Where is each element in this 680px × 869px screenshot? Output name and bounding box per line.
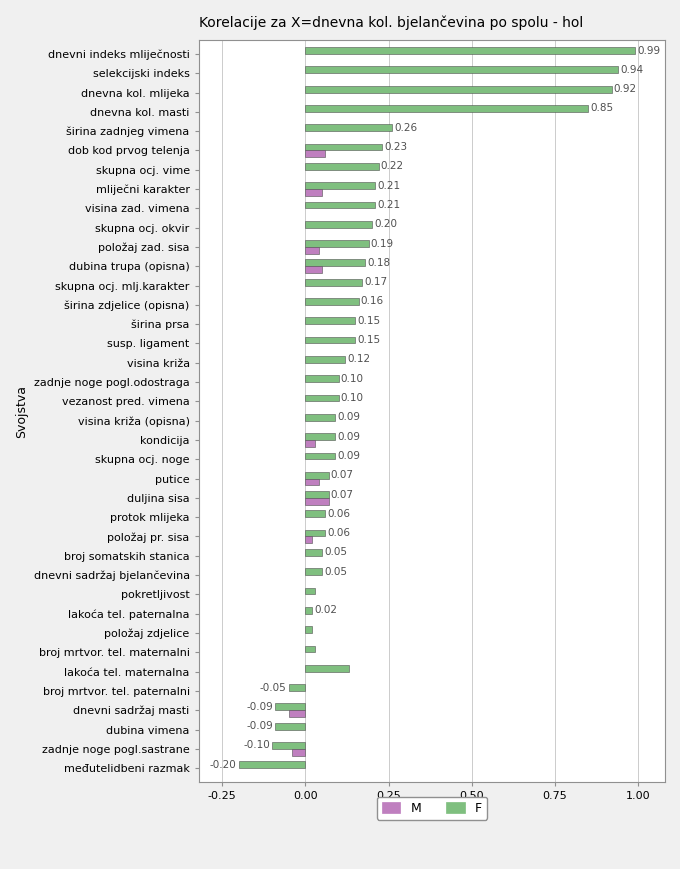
Bar (305, 414, 335, 421)
Text: 0.09: 0.09 (337, 412, 360, 422)
Y-axis label: Svojstva: Svojstva (15, 384, 28, 437)
Text: 0.05: 0.05 (324, 567, 347, 577)
Bar (305, 66, 618, 73)
Bar (305, 587, 316, 594)
Bar (305, 491, 328, 498)
Text: 0.05: 0.05 (324, 547, 347, 557)
Text: 0.12: 0.12 (347, 355, 371, 364)
Bar (305, 356, 345, 362)
Bar (305, 530, 325, 536)
Text: 0.23: 0.23 (384, 142, 407, 152)
Bar (305, 453, 335, 460)
Bar (305, 240, 369, 247)
Text: 0.85: 0.85 (590, 103, 613, 114)
Text: 0.10: 0.10 (341, 374, 364, 384)
Legend: M, F: M, F (377, 797, 487, 819)
Bar (305, 163, 379, 169)
Text: 0.22: 0.22 (381, 162, 404, 171)
Text: 0.26: 0.26 (394, 123, 417, 133)
Bar (305, 150, 325, 157)
Bar (305, 336, 355, 343)
Text: 0.15: 0.15 (357, 335, 380, 345)
Text: 0.06: 0.06 (327, 528, 350, 538)
Text: 0.19: 0.19 (371, 239, 394, 249)
Bar (305, 279, 362, 286)
Bar (305, 202, 375, 209)
Text: 0.10: 0.10 (341, 393, 364, 403)
Text: 0.07: 0.07 (330, 489, 354, 500)
Bar (305, 298, 358, 305)
Bar (305, 247, 319, 254)
Bar (305, 143, 382, 150)
Bar (305, 440, 316, 447)
Text: 0.20: 0.20 (374, 219, 397, 229)
Bar (305, 665, 349, 672)
Bar (305, 627, 312, 633)
Text: 0.15: 0.15 (357, 315, 380, 326)
Bar (288, 684, 305, 691)
Text: 0.94: 0.94 (620, 65, 643, 75)
Bar (305, 549, 322, 556)
Bar (305, 105, 588, 112)
Text: 0.06: 0.06 (327, 509, 350, 519)
Bar (305, 375, 339, 382)
Text: 0.09: 0.09 (337, 451, 360, 461)
Bar (305, 317, 355, 324)
Bar (275, 723, 305, 730)
Bar (305, 395, 339, 401)
Text: 0.99: 0.99 (637, 45, 660, 56)
Bar (272, 742, 305, 749)
Text: 0.18: 0.18 (367, 258, 390, 268)
Bar (305, 607, 312, 614)
Bar (305, 47, 635, 54)
Bar (305, 221, 372, 228)
Bar (305, 189, 322, 196)
X-axis label: Kor.koeficient: Kor.koeficient (390, 806, 474, 819)
Text: 0.07: 0.07 (330, 470, 354, 481)
Bar (288, 710, 305, 717)
Text: Korelacije za X=dnevna kol. bjelančevina po spolu - hol: Korelacije za X=dnevna kol. bjelančevina… (199, 15, 583, 30)
Bar (305, 124, 392, 131)
Bar (305, 434, 335, 440)
Bar (305, 498, 328, 505)
Text: -0.09: -0.09 (247, 702, 273, 712)
Text: -0.10: -0.10 (243, 740, 270, 751)
Bar (239, 761, 305, 768)
Text: -0.05: -0.05 (260, 682, 287, 693)
Text: 0.92: 0.92 (614, 84, 637, 94)
Text: -0.20: -0.20 (210, 760, 237, 770)
Text: 0.16: 0.16 (360, 296, 384, 307)
Bar (305, 266, 322, 273)
Bar (305, 646, 316, 653)
Bar (305, 182, 375, 189)
Text: -0.09: -0.09 (247, 721, 273, 731)
Bar (292, 749, 305, 756)
Bar (305, 260, 365, 266)
Text: 0.02: 0.02 (314, 606, 337, 615)
Text: 0.17: 0.17 (364, 277, 387, 287)
Bar (305, 568, 322, 575)
Bar (305, 86, 612, 92)
Text: 0.09: 0.09 (337, 432, 360, 441)
Bar (305, 536, 312, 543)
Bar (305, 510, 325, 517)
Text: 0.21: 0.21 (377, 200, 401, 210)
Bar (305, 472, 328, 479)
Bar (305, 479, 319, 486)
Bar (275, 704, 305, 710)
Text: 0.21: 0.21 (377, 181, 401, 190)
